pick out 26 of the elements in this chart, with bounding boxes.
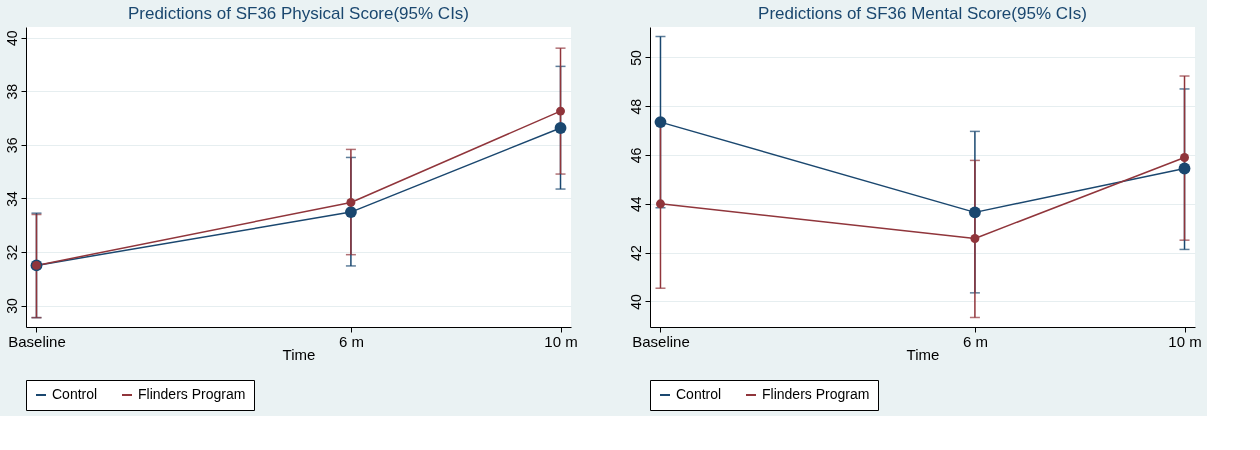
x-tick-label: Baseline bbox=[632, 332, 690, 350]
y-tick-label: 40 bbox=[627, 293, 644, 310]
x-axis-title: Time bbox=[906, 345, 940, 363]
x-tick-label: 10 m bbox=[1168, 332, 1202, 350]
y-tick-label: 38 bbox=[3, 83, 20, 100]
legend-label: Control bbox=[52, 386, 98, 402]
y-tick-label: 32 bbox=[3, 244, 20, 261]
x-tick-label: 10 m bbox=[544, 332, 578, 350]
y-tick-label: 40 bbox=[3, 30, 20, 46]
y-tick-label: 36 bbox=[3, 137, 20, 154]
x-tick-label: 6 m bbox=[338, 332, 364, 350]
y-tick-label: 50 bbox=[627, 49, 644, 66]
y-tick-label: 42 bbox=[627, 245, 644, 261]
x-axis-title: Time bbox=[282, 345, 316, 363]
legend-label: Flinders Program bbox=[138, 386, 246, 402]
x-tick-label: 6 m bbox=[962, 332, 988, 350]
chart-title: Predictions of SF36 Mental Score(95% CIs) bbox=[758, 4, 1087, 23]
y-tick-label: 44 bbox=[627, 196, 644, 213]
x-tick-label: Baseline bbox=[8, 332, 66, 350]
chart-title: Predictions of SF36 Physical Score(95% CIs) bbox=[127, 4, 470, 23]
y-tick-label: 46 bbox=[627, 147, 644, 164]
legend-label: Control bbox=[676, 386, 722, 402]
y-tick-label: 34 bbox=[3, 190, 20, 207]
y-tick-label: 48 bbox=[627, 98, 644, 115]
y-tick-label: 30 bbox=[3, 298, 20, 314]
legend-label: Flinders Program bbox=[762, 386, 870, 402]
